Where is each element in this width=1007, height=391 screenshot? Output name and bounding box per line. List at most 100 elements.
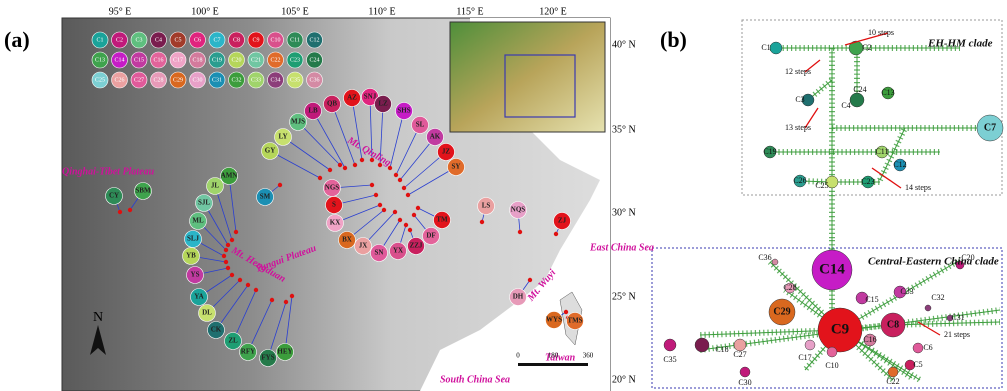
region-label: Qinghai-Tibet Plateau bbox=[62, 166, 155, 177]
panel-label: (a) bbox=[4, 27, 30, 52]
haplotype-label: C6 bbox=[923, 343, 932, 352]
longitude-label: 120° E bbox=[539, 6, 567, 17]
site-point bbox=[402, 186, 406, 190]
latitude-label: 25° N bbox=[612, 291, 636, 302]
figure: (a) (b) 95° E100° E105° E110° E115° E120… bbox=[0, 0, 1007, 391]
site-label: NQS bbox=[511, 206, 526, 214]
site-label: LB bbox=[308, 107, 318, 115]
site-label: BX bbox=[342, 236, 352, 244]
site-label: ML bbox=[192, 217, 204, 225]
haplotype-label: C12 bbox=[893, 160, 906, 169]
site-point bbox=[518, 230, 522, 234]
haplotype-label: C9 bbox=[831, 321, 849, 337]
site-point bbox=[480, 220, 484, 224]
haplotype-label: C7 bbox=[984, 122, 996, 133]
panel-label: (b) bbox=[660, 27, 687, 52]
haplotype-label: C23 bbox=[861, 177, 874, 186]
legend-label: C28 bbox=[153, 77, 163, 83]
legend-label: C16 bbox=[153, 57, 163, 63]
site-point bbox=[224, 248, 228, 252]
site-point bbox=[406, 193, 410, 197]
site-point bbox=[230, 273, 234, 277]
legend-label: C11 bbox=[290, 37, 300, 43]
site-label: AK bbox=[430, 133, 441, 141]
step-label: 14 steps bbox=[905, 183, 931, 192]
site-label: JZ bbox=[442, 148, 451, 156]
site-point bbox=[528, 278, 532, 282]
site-point bbox=[398, 178, 402, 182]
site-point bbox=[290, 294, 294, 298]
site-label: DL bbox=[202, 309, 212, 317]
site-point bbox=[360, 158, 364, 162]
step-label: 21 steps bbox=[944, 330, 970, 339]
legend-label: C33 bbox=[251, 77, 261, 83]
site-point bbox=[254, 288, 258, 292]
haplotype-label: C8 bbox=[887, 319, 899, 330]
haplotype-label: C36 bbox=[758, 253, 771, 262]
site-point bbox=[393, 210, 397, 214]
site-label: SLJ bbox=[187, 235, 200, 243]
legend-label: C13 bbox=[95, 57, 105, 63]
step-label: 12 steps bbox=[785, 67, 811, 76]
haplotype-node bbox=[664, 339, 676, 351]
site-point bbox=[382, 208, 386, 212]
scale-label: 0 bbox=[516, 352, 520, 360]
longitude-label: 115° E bbox=[456, 6, 483, 17]
haplotype-label: C30 bbox=[738, 378, 751, 387]
site-label: NGS bbox=[325, 184, 340, 192]
site-label: SNJ bbox=[364, 93, 377, 101]
longitude-label: 110° E bbox=[368, 6, 395, 17]
haplotype-label: C35 bbox=[663, 355, 676, 364]
site-point bbox=[278, 183, 282, 187]
latitude-label: 35° N bbox=[612, 124, 636, 135]
site-label: AZ bbox=[347, 94, 357, 102]
site-point bbox=[226, 243, 230, 247]
legend-label: C31 bbox=[212, 77, 222, 83]
site-point bbox=[318, 176, 322, 180]
longitude-label: 105° E bbox=[281, 6, 309, 17]
site-label: TM bbox=[436, 216, 448, 224]
site-point bbox=[224, 260, 228, 264]
site-label: TMS bbox=[567, 317, 582, 325]
haplotype-label: C22 bbox=[886, 377, 899, 386]
site-label: DF bbox=[426, 232, 435, 240]
legend-label: C18 bbox=[192, 57, 202, 63]
legend-label: C19 bbox=[212, 57, 222, 63]
site-point bbox=[374, 193, 378, 197]
site-point bbox=[226, 266, 230, 270]
haplotype-node bbox=[925, 305, 931, 311]
site-label: JL bbox=[211, 182, 220, 190]
legend-label: C10 bbox=[270, 37, 280, 43]
haplotype-label: C1 bbox=[761, 43, 770, 52]
site-point bbox=[408, 228, 412, 232]
site-point bbox=[353, 163, 357, 167]
site-label: RFY bbox=[241, 348, 255, 356]
legend-label: C14 bbox=[114, 57, 124, 63]
site-point bbox=[234, 230, 238, 234]
site-label: SBM bbox=[135, 187, 151, 195]
region-label: South China Sea bbox=[440, 374, 510, 385]
site-label: WYS bbox=[546, 316, 562, 324]
haplotype-node bbox=[772, 259, 778, 265]
site-point bbox=[343, 166, 347, 170]
haplotype-label: C27 bbox=[733, 350, 746, 359]
legend-label: C4 bbox=[155, 37, 162, 43]
site-label: QB bbox=[327, 100, 337, 108]
site-point bbox=[270, 298, 274, 302]
site-label: CY bbox=[109, 192, 119, 200]
legend-label: C8 bbox=[233, 37, 240, 43]
haplotype-label: C32 bbox=[931, 293, 944, 302]
site-label: CK bbox=[211, 326, 222, 334]
clade-label: Central-Eastern China clade bbox=[868, 256, 999, 268]
site-point bbox=[370, 183, 374, 187]
haplotype-label: C10 bbox=[825, 361, 838, 370]
site-label: LZ bbox=[378, 100, 388, 108]
site-label: YA bbox=[194, 293, 203, 301]
site-label: SJL bbox=[198, 199, 210, 207]
site-label: AMN bbox=[221, 172, 238, 180]
haplotype-label: C24 bbox=[853, 85, 866, 94]
site-label: MJS bbox=[291, 118, 305, 126]
legend-label: C25 bbox=[95, 77, 105, 83]
legend-label: C36 bbox=[309, 77, 319, 83]
haplotype-label: C29 bbox=[773, 306, 790, 317]
